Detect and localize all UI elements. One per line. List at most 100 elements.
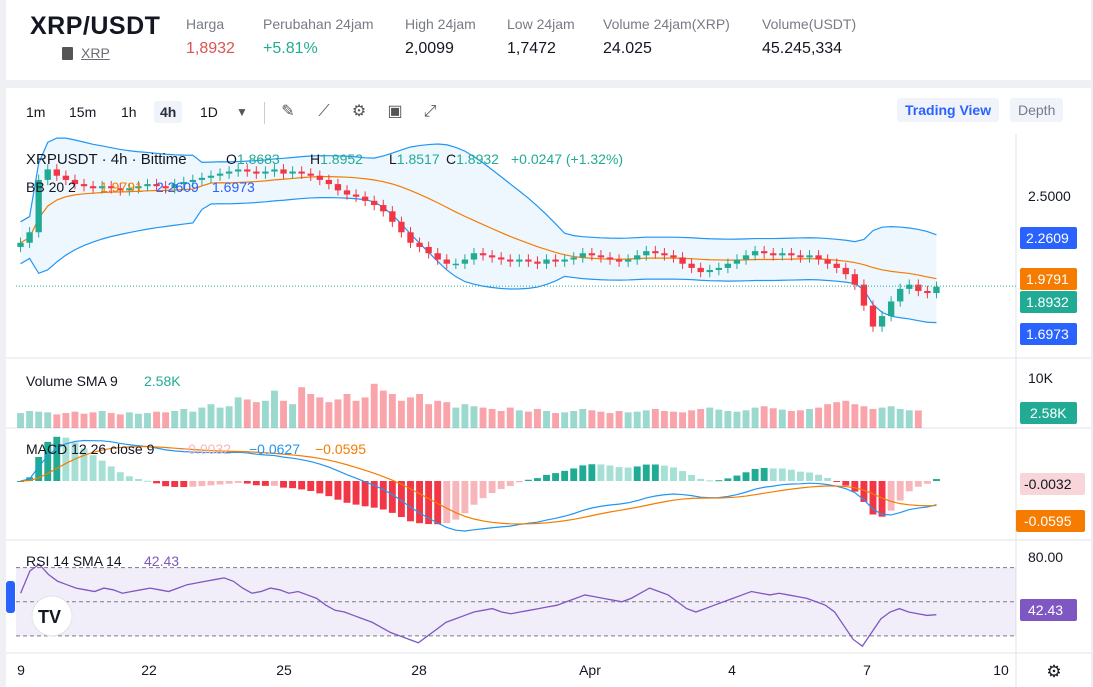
volume-bar xyxy=(515,410,523,428)
rsi-tick: 80.00 xyxy=(1028,549,1063,565)
candle-body xyxy=(652,251,659,254)
price-badge xyxy=(1020,268,1077,290)
candle-body xyxy=(670,255,677,258)
x-tick-label: Apr xyxy=(579,662,601,678)
candle-body xyxy=(80,184,88,187)
candle-body xyxy=(144,184,151,187)
volume-bar xyxy=(26,411,34,428)
timeframe-1d[interactable]: 1D xyxy=(200,104,218,120)
macd-histogram-bar xyxy=(379,481,387,510)
candle-body xyxy=(189,179,197,182)
candle-body xyxy=(516,259,523,262)
volume-bar xyxy=(860,406,868,428)
candle-body xyxy=(153,184,160,187)
macd-histogram-bar xyxy=(561,470,569,481)
save-icon[interactable]: ▣ xyxy=(387,103,403,120)
macd-histogram-bar xyxy=(688,474,696,481)
macd-histogram-bar xyxy=(407,481,414,522)
macd-histogram-bar xyxy=(833,481,841,482)
chart-symbol: XRPUSDT · 4h · Bittime xyxy=(26,151,187,168)
volume-badge-value: 2.58K xyxy=(1030,405,1067,421)
macd-histogram-bar xyxy=(506,481,514,487)
macd-histogram-bar xyxy=(679,471,686,481)
volume-bar xyxy=(316,397,324,428)
signal-line xyxy=(20,446,937,525)
macd-histogram-bar xyxy=(706,480,714,482)
timeframe-1m[interactable]: 1m xyxy=(26,104,46,120)
candle-body xyxy=(597,255,605,258)
candle-body xyxy=(361,196,369,201)
chevron-down-icon[interactable]: ▼ xyxy=(236,105,248,119)
volume-bar xyxy=(534,408,541,428)
volume-bar xyxy=(207,404,215,428)
brush-icon[interactable]: ✎ xyxy=(281,103,295,120)
macd-value: −0.0627 xyxy=(249,441,300,457)
candle-body xyxy=(924,290,931,294)
macd-histogram-bar xyxy=(153,481,161,484)
volume-bar xyxy=(397,400,405,428)
volume-bar xyxy=(624,412,632,428)
fullscreen-icon[interactable]: ⤢ xyxy=(423,103,437,120)
volume-bar xyxy=(579,408,587,428)
volume-bar xyxy=(778,409,786,428)
candle-body xyxy=(887,301,895,317)
candle-body xyxy=(579,253,586,258)
candle-body xyxy=(162,186,169,189)
timeframe-15m[interactable]: 15m xyxy=(69,104,97,120)
candle-body xyxy=(216,173,224,176)
volume-bar xyxy=(379,390,387,428)
stat-label: Harga xyxy=(186,16,225,32)
volume-bar xyxy=(53,414,61,428)
volume-bar xyxy=(815,407,823,428)
macd-histogram-bar xyxy=(905,481,913,492)
candle-body xyxy=(733,259,741,264)
base-asset-link[interactable]: XRP xyxy=(62,45,110,61)
volume-bar xyxy=(198,407,206,428)
candle-body xyxy=(534,261,541,264)
gear-icon[interactable]: ⚙ xyxy=(351,103,367,120)
volume-bar xyxy=(851,404,859,428)
ohlc-label: O1.8683 xyxy=(226,151,280,167)
macd-histogram-bar xyxy=(869,481,877,515)
candle-body xyxy=(815,255,822,260)
macd-histogram-bar xyxy=(588,464,596,481)
depth-button[interactable]: Depth xyxy=(1010,98,1064,122)
x-tick-label: 4 xyxy=(728,662,736,678)
volume-bar xyxy=(833,402,841,428)
candlestick-chart[interactable]: XRPUSDT · 4h · Bittime O1.8683 H1.8952 L1.8… xyxy=(6,88,1091,687)
timeframe-4h[interactable]: 4h xyxy=(154,101,183,123)
volume-bar xyxy=(887,406,895,428)
trading-view-button[interactable]: Trading View xyxy=(897,98,1000,122)
volume-bar xyxy=(252,402,260,428)
volume-bar xyxy=(742,410,750,428)
candle-body xyxy=(588,253,596,256)
macd-histogram-bar xyxy=(316,481,324,494)
volume-bar xyxy=(62,413,70,428)
macd-histogram-bar xyxy=(815,474,823,481)
volume-bar xyxy=(243,399,251,428)
candle-body xyxy=(452,263,460,266)
ohlc-label: H1.8952 xyxy=(310,151,363,167)
volume-badge xyxy=(1020,402,1077,424)
candle-body xyxy=(198,177,206,180)
volume-bar xyxy=(361,397,369,428)
volume-bar xyxy=(588,410,596,428)
volume-bar xyxy=(914,410,922,428)
stat-5: Volume(USDT) 45.245,334 xyxy=(762,16,856,58)
timeframe-1h[interactable]: 1h xyxy=(121,104,137,120)
macd-histogram-bar xyxy=(388,481,396,513)
candle-body xyxy=(389,211,396,222)
candle-body xyxy=(425,246,432,254)
price-badge-value: 2.2609 xyxy=(1026,230,1069,246)
base-asset-label[interactable]: XRP xyxy=(81,45,110,61)
candle-body xyxy=(316,175,323,180)
macd-histogram-bar xyxy=(488,481,496,493)
candle-body xyxy=(271,169,278,172)
volume-bar xyxy=(461,404,469,428)
candle-body xyxy=(860,284,868,306)
macd-histogram-bar xyxy=(914,481,922,487)
price-badge-value: 1.6973 xyxy=(1026,326,1069,342)
bb-middle-line xyxy=(20,176,937,280)
line-chart-icon[interactable]: ⟋ xyxy=(318,103,330,120)
rsi-label: RSI 14 SMA 14 xyxy=(26,553,122,569)
